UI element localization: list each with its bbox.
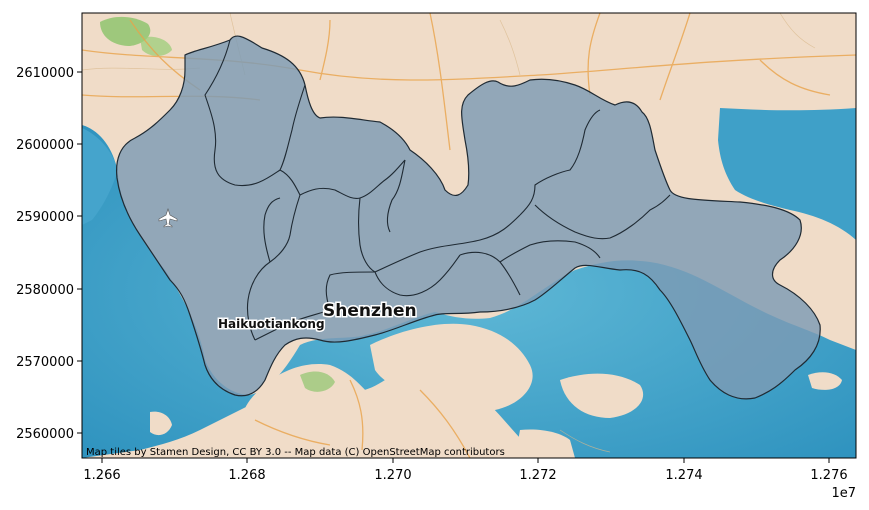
park-area	[140, 36, 172, 56]
bay-water	[718, 108, 856, 240]
island	[808, 372, 842, 390]
island	[515, 429, 575, 458]
x-tick-label: 1.266	[83, 468, 120, 483]
y-tick-label: 2610000	[16, 66, 74, 81]
y-tick-label: 2560000	[16, 427, 74, 442]
map-area[interactable]: Shenzhen Haikuotiankong Map tiles by Sta…	[82, 13, 856, 458]
park-area	[100, 16, 151, 46]
island	[150, 411, 172, 436]
x-tick-label: 1.268	[228, 468, 265, 483]
y-tick-label: 2580000	[16, 283, 74, 298]
x-axis: 1.266 1.268 1.270 1.272 1.274 1.276 1e7	[83, 458, 856, 501]
park-area	[300, 371, 335, 392]
island	[370, 323, 533, 411]
y-tick-label: 2590000	[16, 210, 74, 225]
x-offset-label: 1e7	[831, 486, 856, 501]
y-tick-label: 2570000	[16, 355, 74, 370]
island	[560, 373, 644, 418]
deep-bay-water	[82, 128, 118, 225]
x-tick-label: 1.270	[374, 468, 411, 483]
map-attribution: Map tiles by Stamen Design, CC BY 3.0 --…	[86, 447, 505, 458]
city-label: Shenzhen	[323, 301, 417, 321]
x-tick-label: 1.272	[519, 468, 556, 483]
island	[241, 364, 374, 453]
y-tick-label: 2600000	[16, 138, 74, 153]
sea-water	[82, 125, 856, 458]
x-tick-label: 1.274	[665, 468, 702, 483]
x-tick-label: 1.276	[810, 468, 847, 483]
y-axis: 2610000 2600000 2590000 2580000 2570000 …	[16, 66, 82, 442]
axes-frame	[81, 12, 857, 459]
district-borders	[204, 39, 671, 341]
district-label: Haikuotiankong	[218, 317, 325, 331]
airport-icon	[158, 208, 178, 228]
